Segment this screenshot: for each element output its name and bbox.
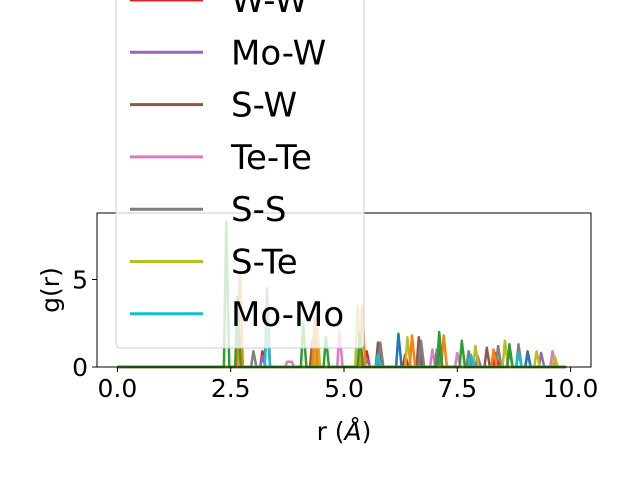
- legend-entry-te-te: Te-Te: [230, 138, 312, 178]
- x-axis-label: r (Å): [317, 417, 372, 446]
- legend-entry-mo-w: Mo-W: [231, 33, 326, 73]
- y-tick-label: 5: [72, 266, 88, 295]
- legend-entry-mo-mo: Mo-Mo: [231, 295, 344, 335]
- legend-entry-w-w: W-W: [231, 0, 308, 21]
- x-tick-label: 7.5: [437, 374, 477, 403]
- legend-entry-s-te: S-Te: [231, 243, 298, 283]
- y-tick-label: 0: [72, 353, 88, 382]
- series-line-te-te: [117, 330, 567, 369]
- legend-entry-s-s: S-S: [231, 190, 286, 230]
- x-tick-label: 2.5: [211, 374, 251, 403]
- legend: W-W Mo-W S-W Te-Te S-S S-Te Mo-Mo: [115, 0, 365, 349]
- x-tick-label: 0.0: [98, 374, 138, 403]
- y-axis-label: g(r): [36, 267, 65, 313]
- legend-entry-s-w: S-W: [231, 86, 297, 126]
- x-tick-label: 5.0: [324, 374, 364, 403]
- y-axis: 05: [72, 266, 97, 382]
- x-axis: 0.0 2.5 5.0 7.5 10.0: [98, 367, 599, 403]
- x-tick-label: 10.0: [543, 374, 599, 403]
